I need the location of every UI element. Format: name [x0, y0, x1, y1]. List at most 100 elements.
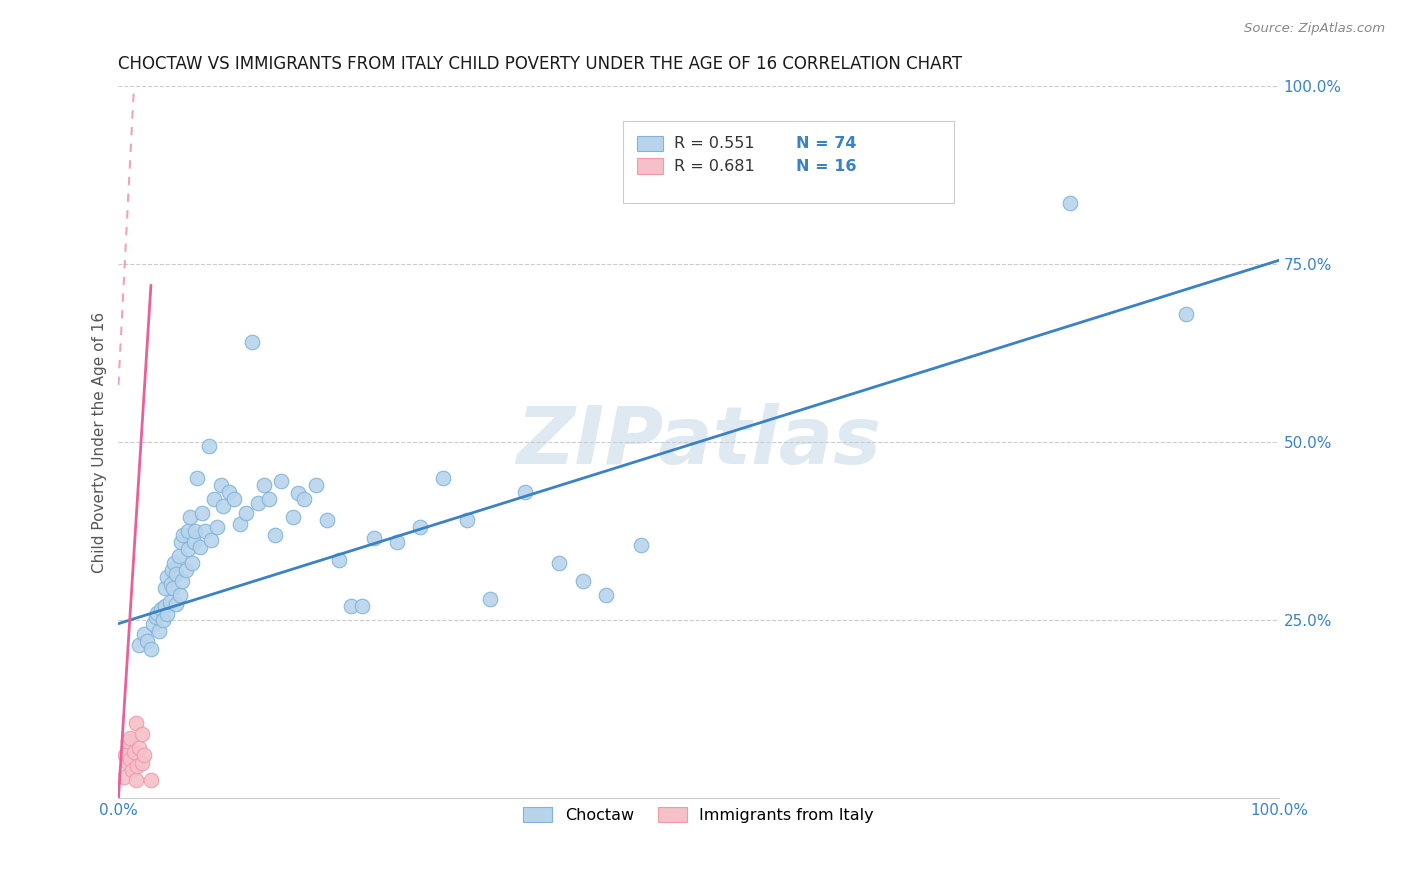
Point — [122, 745, 145, 759]
Point — [145, 606, 167, 620]
Point — [200, 533, 222, 548]
Point — [328, 552, 350, 566]
FancyBboxPatch shape — [637, 136, 662, 152]
Point — [125, 716, 148, 731]
Point — [205, 520, 228, 534]
Point — [252, 477, 274, 491]
Point — [112, 770, 135, 784]
Text: N = 16: N = 16 — [796, 159, 856, 174]
Point — [118, 752, 141, 766]
Point — [180, 556, 202, 570]
Y-axis label: Child Poverty Under the Age of 16: Child Poverty Under the Age of 16 — [93, 311, 107, 573]
Point — [184, 524, 207, 538]
Point — [136, 634, 159, 648]
Point — [150, 602, 173, 616]
Point — [145, 609, 167, 624]
Point — [287, 486, 309, 500]
Point — [131, 756, 153, 770]
Point — [316, 513, 339, 527]
Point — [177, 541, 200, 556]
Point — [159, 577, 181, 591]
Point — [174, 563, 197, 577]
FancyBboxPatch shape — [623, 121, 955, 203]
FancyBboxPatch shape — [637, 159, 662, 174]
Point — [139, 773, 162, 788]
Point — [432, 470, 454, 484]
Point — [169, 588, 191, 602]
Point — [148, 624, 170, 638]
Text: Source: ZipAtlas.com: Source: ZipAtlas.com — [1244, 22, 1385, 36]
Point — [117, 756, 139, 770]
Point — [571, 574, 593, 588]
Text: R = 0.681: R = 0.681 — [675, 159, 755, 174]
Point — [128, 741, 150, 756]
Point — [152, 613, 174, 627]
Point — [153, 581, 176, 595]
Point — [170, 534, 193, 549]
Point — [209, 477, 232, 491]
Text: ZIPatlas: ZIPatlas — [516, 403, 882, 481]
Point — [235, 506, 257, 520]
Point — [167, 549, 190, 563]
Point — [121, 763, 143, 777]
Point — [179, 509, 201, 524]
Point — [177, 524, 200, 538]
Point — [159, 595, 181, 609]
Point — [456, 513, 478, 527]
Point — [162, 581, 184, 595]
Text: R = 0.551: R = 0.551 — [675, 136, 755, 151]
Point — [385, 534, 408, 549]
Point — [132, 748, 155, 763]
Point — [139, 641, 162, 656]
Point — [160, 563, 183, 577]
Text: CHOCTAW VS IMMIGRANTS FROM ITALY CHILD POVERTY UNDER THE AGE OF 16 CORRELATION C: CHOCTAW VS IMMIGRANTS FROM ITALY CHILD P… — [118, 55, 963, 73]
Point — [166, 598, 188, 612]
Point — [114, 748, 136, 763]
Point — [156, 570, 179, 584]
Point — [513, 484, 536, 499]
Legend: Choctaw, Immigrants from Italy: Choctaw, Immigrants from Italy — [517, 801, 880, 830]
Point — [172, 574, 194, 588]
Point — [125, 759, 148, 773]
Point — [478, 591, 501, 606]
Point — [259, 491, 281, 506]
Point — [117, 734, 139, 748]
Point — [281, 509, 304, 524]
Point — [1175, 307, 1198, 321]
Point — [188, 541, 211, 555]
Point — [246, 495, 269, 509]
Text: N = 74: N = 74 — [796, 136, 856, 151]
Point — [132, 627, 155, 641]
Point — [202, 491, 225, 506]
Point — [142, 616, 165, 631]
Point — [240, 335, 263, 350]
Point — [363, 531, 385, 545]
Point — [131, 727, 153, 741]
Point — [212, 499, 235, 513]
Point — [270, 474, 292, 488]
Point — [1059, 196, 1081, 211]
Point — [186, 470, 208, 484]
Point — [218, 484, 240, 499]
Point — [264, 527, 287, 541]
Point — [305, 477, 328, 491]
Point — [198, 438, 221, 452]
Point — [156, 607, 179, 622]
Point — [118, 731, 141, 745]
Point — [153, 599, 176, 613]
Point — [183, 534, 205, 549]
Point — [128, 638, 150, 652]
Point — [194, 524, 217, 538]
Point — [630, 538, 652, 552]
Point — [352, 599, 374, 613]
Point — [166, 566, 188, 581]
Point — [595, 588, 617, 602]
Point — [172, 527, 194, 541]
Point — [548, 556, 571, 570]
Point — [339, 599, 361, 613]
Point — [191, 506, 214, 520]
Point — [125, 773, 148, 788]
Point — [163, 556, 186, 570]
Point — [292, 491, 315, 506]
Point — [409, 520, 432, 534]
